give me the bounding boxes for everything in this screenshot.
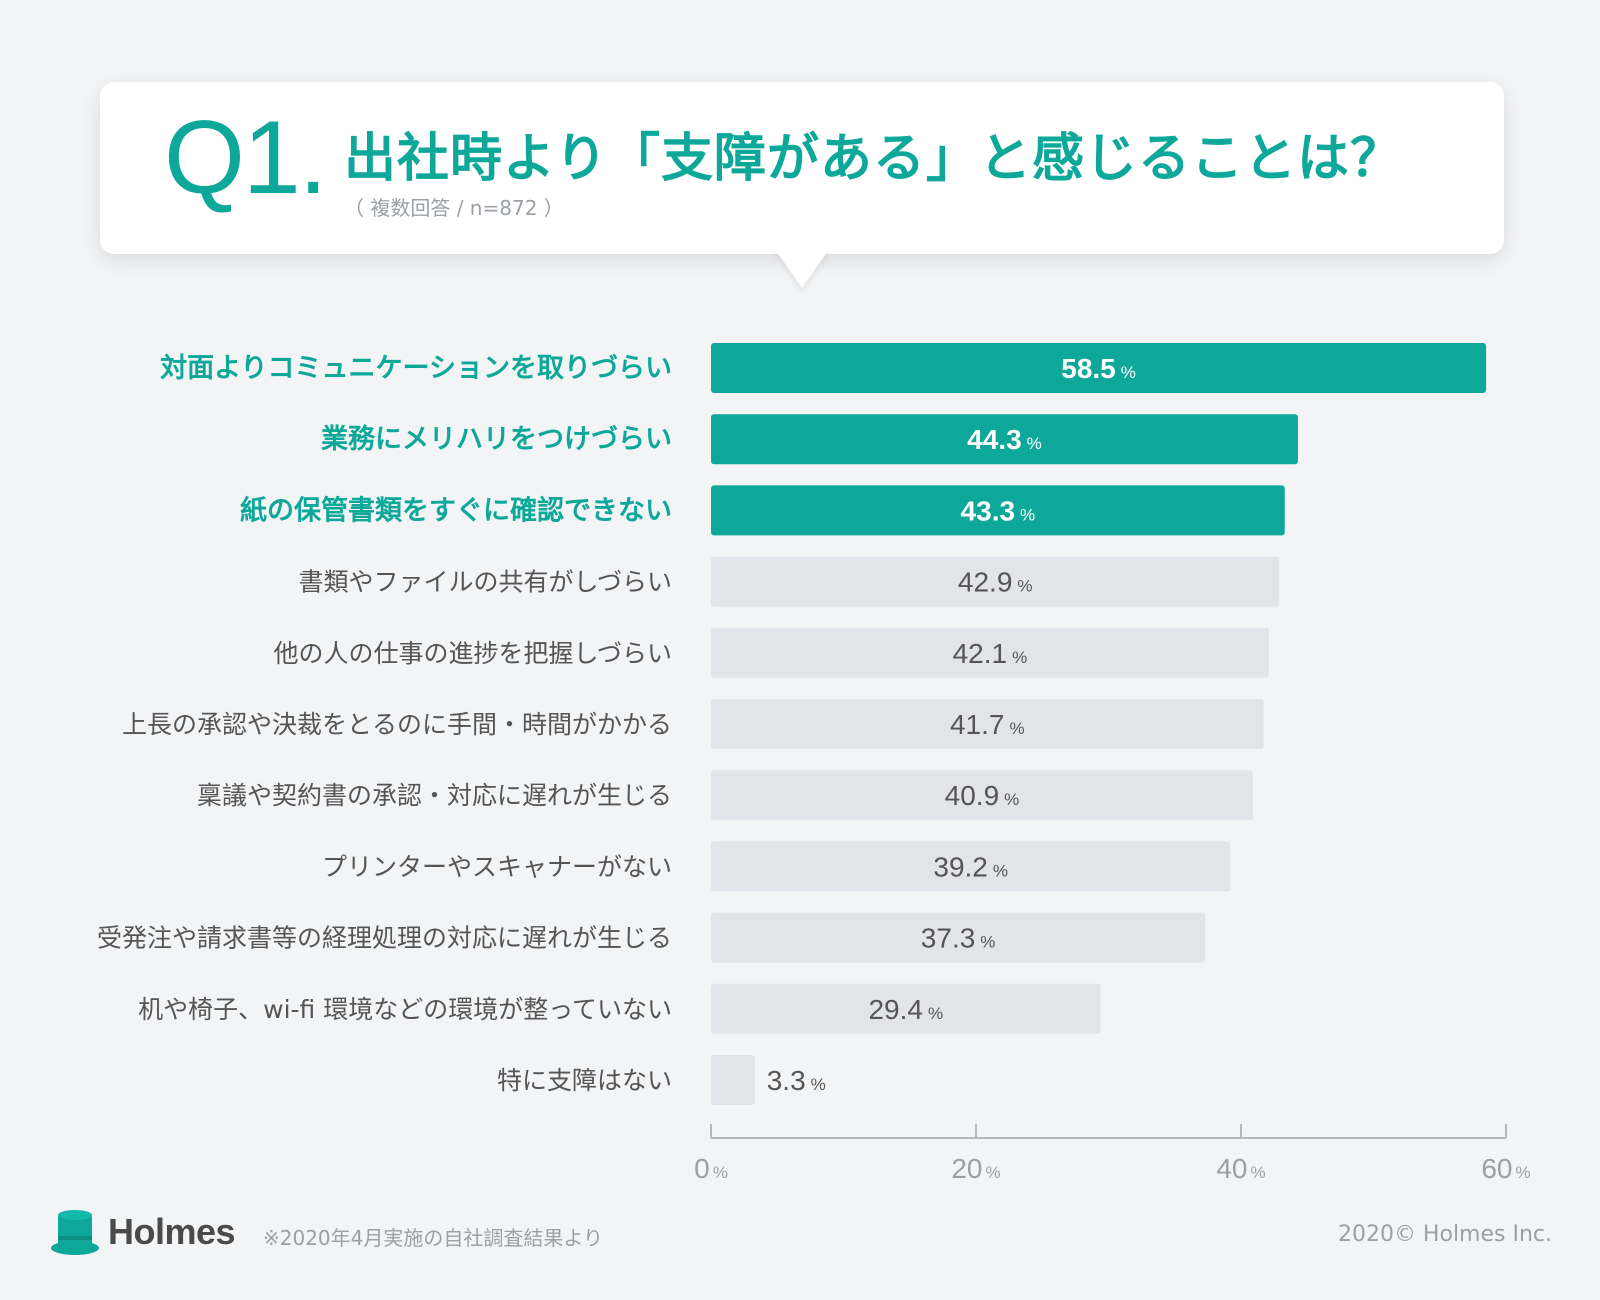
- data-label-unit: %: [993, 861, 1008, 880]
- data-label-unit: %: [1017, 577, 1032, 596]
- copyright: 2020© Holmes Inc.: [1337, 1222, 1552, 1247]
- holmes-logo: Holmes: [50, 1208, 236, 1256]
- logo-text: Holmes: [108, 1211, 236, 1252]
- bar: [711, 841, 1231, 892]
- bar: [711, 627, 1269, 678]
- category-label: 対面よりコミュニケーションを取りづらい: [160, 353, 672, 384]
- bar: [711, 983, 1101, 1034]
- category-label: 上長の承認や決裁をとるのに手間・時間がかかる: [122, 710, 672, 739]
- data-label-unit: %: [811, 1075, 826, 1094]
- data-label: 3.3%: [767, 1065, 826, 1096]
- bar: [711, 912, 1206, 963]
- question-title: 出社時より「支障がある」と感じることは？: [344, 129, 1403, 189]
- bar: [711, 414, 1298, 465]
- question-number: Q1.: [164, 100, 328, 216]
- bar: [711, 1055, 755, 1105]
- x-tick-label: 60%: [1481, 1153, 1530, 1184]
- data-label: 29.4%: [868, 994, 943, 1025]
- x-tick-label-unit: %: [713, 1163, 728, 1182]
- category-label: 特に支障はない: [497, 1066, 672, 1095]
- speech-bubble-pointer: [774, 248, 830, 288]
- data-label-unit: %: [1012, 648, 1027, 667]
- data-label-unit: %: [928, 1004, 943, 1023]
- x-tick-label-unit: %: [986, 1163, 1001, 1182]
- category-label: 紙の保管書類をすぐに確認できない: [240, 494, 672, 526]
- bar: [711, 343, 1487, 393]
- footnote: ※2020年4月実施の自社調査結果より: [263, 1226, 603, 1250]
- data-label: 42.1%: [953, 638, 1028, 669]
- category-label: 他の人の仕事の進捗を把握しづらい: [273, 639, 672, 668]
- data-label-unit: %: [1121, 363, 1136, 382]
- category-label: プリンターやスキャナーがない: [322, 852, 672, 881]
- data-label-unit: %: [1004, 790, 1019, 809]
- category-label: 書類やファイルの共有がしづらい: [298, 568, 672, 597]
- bar: [711, 485, 1285, 536]
- top-hat-icon: [51, 1210, 99, 1255]
- bar: [711, 556, 1280, 607]
- question-subtitle: （ 複数回答 / n=872 ）: [344, 196, 564, 220]
- bar: [711, 699, 1264, 749]
- data-label-unit: %: [980, 933, 995, 952]
- category-label: 稟議や契約書の承認・対応に遅れが生じる: [197, 781, 672, 810]
- category-label: 机や椅子、wi-fi 環境などの環境が整っていない: [138, 995, 672, 1024]
- x-tick-label: 20%: [951, 1153, 1000, 1184]
- category-label: 受発注や請求書等の経理処理の対応に遅れが生じる: [97, 924, 672, 953]
- category-label: 業務にメリハリをつけづらい: [321, 424, 672, 455]
- x-tick-label-unit: %: [1516, 1163, 1531, 1182]
- question-card: Q1. 出社時より「支障がある」と感じることは？ （ 複数回答 / n=872 …: [100, 82, 1504, 254]
- x-tick-label: 0%: [694, 1153, 728, 1184]
- x-tick-label-unit: %: [1251, 1163, 1266, 1182]
- data-label-unit: %: [1020, 505, 1035, 524]
- data-label-unit: %: [1009, 719, 1024, 738]
- x-tick-label: 40%: [1216, 1153, 1265, 1184]
- bar: [711, 770, 1253, 821]
- data-label-unit: %: [1027, 434, 1042, 453]
